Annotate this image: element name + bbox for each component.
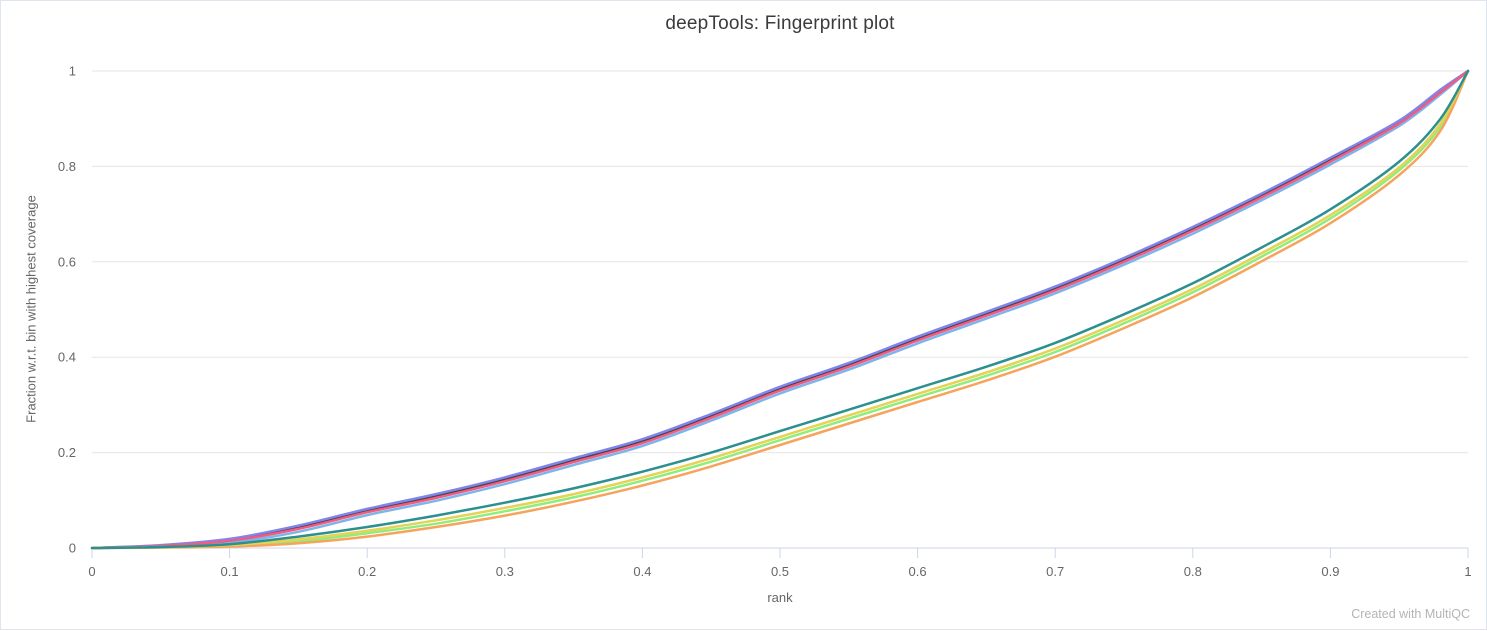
x-tick-label: 0.6 — [909, 564, 927, 579]
x-tick-label: 0.8 — [1184, 564, 1202, 579]
x-tick-label: 0.4 — [633, 564, 651, 579]
y-tick-label: 0 — [69, 541, 76, 556]
x-tick-label: 0.2 — [358, 564, 376, 579]
y-tick-label: 0.2 — [58, 445, 76, 460]
x-tick-label: 0.5 — [771, 564, 789, 579]
x-tick-label: 0.1 — [221, 564, 239, 579]
series-line-series-3[interactable] — [92, 71, 1468, 548]
y-tick-label: 0.8 — [58, 159, 76, 174]
series-line-series-1[interactable] — [92, 71, 1468, 548]
series-line-series-7[interactable] — [92, 71, 1468, 548]
series-line-series-2[interactable] — [92, 71, 1468, 548]
series-line-series-5[interactable] — [92, 71, 1468, 548]
series-line-series-8[interactable] — [92, 71, 1468, 548]
x-tick-label: 0 — [88, 564, 95, 579]
x-tick-label: 0.9 — [1321, 564, 1339, 579]
y-tick-label: 1 — [69, 64, 76, 79]
series-line-series-4[interactable] — [92, 71, 1468, 548]
multiqc-watermark: Created with MultiQC — [1351, 607, 1470, 621]
y-tick-label: 0.6 — [58, 254, 76, 269]
x-tick-label: 1 — [1464, 564, 1471, 579]
y-tick-label: 0.4 — [58, 350, 76, 365]
x-tick-label: 0.3 — [496, 564, 514, 579]
x-tick-label: 0.7 — [1046, 564, 1064, 579]
series-line-series-6[interactable] — [92, 71, 1468, 548]
x-axis-title: rank — [92, 590, 1468, 605]
